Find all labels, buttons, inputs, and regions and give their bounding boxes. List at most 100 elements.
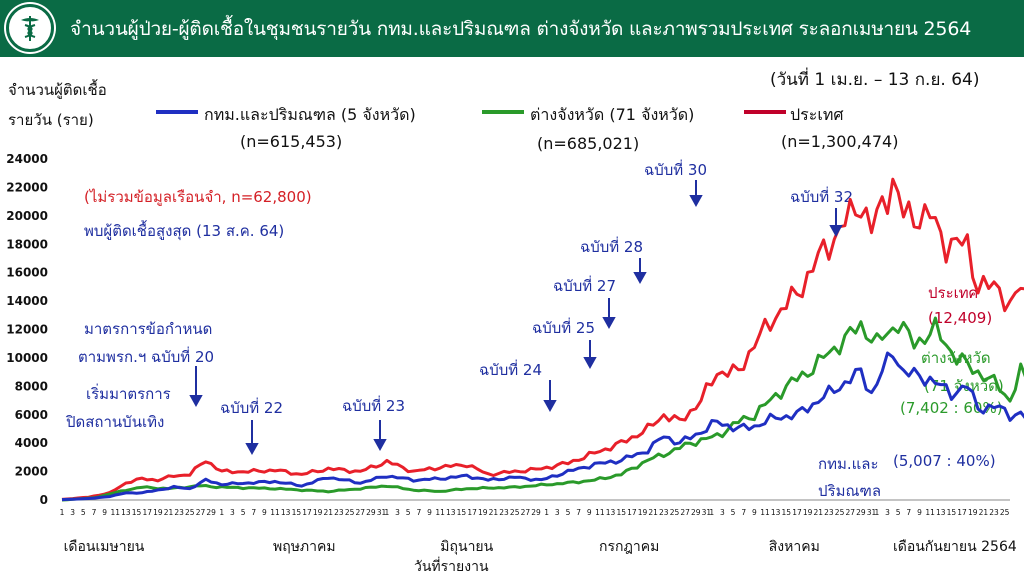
x-tick-label: 11	[110, 508, 120, 517]
y-tick-label: 12000	[6, 323, 48, 337]
x-tick-label: 1	[384, 508, 389, 517]
x-tick-label: 9	[427, 508, 432, 517]
y-tick-label: 18000	[6, 237, 48, 251]
x-tick-label: 19	[478, 508, 488, 517]
x-tick-label: 21	[324, 508, 334, 517]
x-tick-label: 1	[709, 508, 714, 517]
y-tick-label: 24000	[6, 152, 48, 166]
x-tick-label: 15	[292, 508, 302, 517]
x-tick-label: 21	[813, 508, 823, 517]
x-tick-label: 5	[896, 508, 901, 517]
x-tick-label: 11	[435, 508, 445, 517]
note-measure-line2: ตามพรก.ฯ ฉบับที่ 20	[78, 348, 215, 366]
x-tick-label: 27	[521, 508, 531, 517]
month-label: กรกฎาคม	[599, 539, 659, 555]
x-tick-label: 9	[917, 508, 922, 517]
x-tick-label: 3	[720, 508, 725, 517]
final-value-bangkok: (5,007 : 40%)	[893, 452, 996, 470]
x-tick-label: 11	[925, 508, 935, 517]
x-tick-label: 19	[153, 508, 163, 517]
series-line-provinces	[61, 316, 1024, 502]
y-tick-label: 14000	[6, 294, 48, 308]
x-tick-label: 11	[760, 508, 770, 517]
month-label: สิงหาคม	[769, 539, 820, 555]
y-tick-label: 20000	[6, 209, 48, 223]
x-tick-label: 13	[771, 508, 781, 517]
x-tick-label: 15	[782, 508, 792, 517]
x-tick-label: 19	[803, 508, 813, 517]
arrow-edition-27	[602, 298, 616, 330]
y-tick-label: 8000	[15, 379, 48, 393]
x-tick-label: 5	[81, 508, 86, 517]
final-label-nation: ประเทศ	[928, 284, 979, 302]
x-tick-label: 15	[132, 508, 142, 517]
note-peak: พบผู้ติดเชื้อสูงสุด (13 ส.ค. 64)	[84, 222, 285, 240]
x-tick-label: 13	[606, 508, 616, 517]
final-value-nation: (12,409)	[928, 309, 993, 327]
x-tick-label: 11	[270, 508, 280, 517]
x-tick-label: 17	[627, 508, 637, 517]
x-tick-label: 23	[334, 508, 344, 517]
x-tick-label: 17	[467, 508, 477, 517]
y-tick-label: 6000	[15, 408, 48, 422]
y-tick-label: 0	[40, 493, 48, 507]
x-tick-label: 31	[377, 508, 387, 517]
legend-provinces-label: ต่างจังหวัด (71 จังหวัด)	[530, 105, 695, 124]
x-tick-label: 23	[174, 508, 184, 517]
series-line-nation	[61, 177, 1024, 501]
x-tick-label: 9	[102, 508, 107, 517]
note-prison-excluded: (ไม่รวมข้อมูลเรือนจำ, n=62,800)	[84, 188, 312, 206]
x-tick-label: 29	[206, 508, 216, 517]
annotation-edition-30: ฉบับที่ 30	[644, 161, 708, 179]
x-tick-label: 1	[219, 508, 224, 517]
x-tick-label: 25	[345, 508, 355, 517]
y-tick-label: 10000	[6, 351, 48, 365]
legend-provinces-n: (n=685,021)	[537, 134, 640, 153]
final-label-provinces-line1: ต่างจังหวัด	[921, 349, 991, 367]
x-tick-label: 1	[60, 508, 65, 517]
y-tick-label: 22000	[6, 180, 48, 194]
x-tick-label: 7	[741, 508, 746, 517]
x-tick-label: 1	[544, 508, 549, 517]
series-line-bangkok	[61, 351, 1024, 502]
x-tick-label: 25	[510, 508, 520, 517]
x-tick-label: 25	[835, 508, 845, 517]
arrow-edition-28	[633, 258, 647, 285]
x-tick-label: 29	[691, 508, 701, 517]
x-tick-label: 27	[355, 508, 365, 517]
arrow-edition-20	[189, 366, 203, 408]
final-label-bangkok-line2: ปริมณฑล	[818, 482, 882, 500]
annotation-edition-22: ฉบับที่ 22	[220, 399, 284, 417]
x-tick-label: 21	[979, 508, 989, 517]
annotation-edition-25: ฉบับที่ 25	[532, 319, 596, 337]
legend-nation-label: ประเทศ	[790, 105, 844, 124]
x-tick-label: 23	[824, 508, 834, 517]
x-tick-label: 11	[595, 508, 605, 517]
x-tick-label: 1	[874, 508, 879, 517]
arrow-edition-25	[583, 340, 597, 370]
x-tick-label: 7	[251, 508, 256, 517]
month-label: เดือนกันยายน 2564	[893, 539, 1017, 555]
x-tick-label: 27	[196, 508, 206, 517]
x-tick-label: 5	[406, 508, 411, 517]
y-tick-label: 16000	[6, 266, 48, 280]
annotation-edition-24: ฉบับที่ 24	[479, 361, 543, 379]
x-tick-label: 19	[313, 508, 323, 517]
arrow-edition-24	[543, 380, 557, 413]
x-tick-label: 7	[906, 508, 911, 517]
x-tick-label: 25	[185, 508, 195, 517]
page-title: จำนวนผู้ป่วย-ผู้ติดเชื้อในชุมชนรายวัน กท…	[70, 18, 972, 40]
x-tick-label: 5	[731, 508, 736, 517]
x-tick-label: 21	[648, 508, 658, 517]
x-tick-label: 7	[416, 508, 421, 517]
x-tick-label: 31	[702, 508, 712, 517]
x-tick-label: 17	[957, 508, 967, 517]
x-tick-label: 13	[446, 508, 456, 517]
note-measure-line1: มาตรการข้อกำหนด	[84, 320, 213, 338]
x-tick-label: 15	[457, 508, 467, 517]
caduceus-icon	[21, 16, 39, 41]
final-label-bangkok-line1: กทม.และ	[818, 455, 879, 473]
annotation-edition-23: ฉบับที่ 23	[342, 397, 406, 415]
x-tick-label: 19	[638, 508, 648, 517]
x-tick-label: 13	[281, 508, 291, 517]
